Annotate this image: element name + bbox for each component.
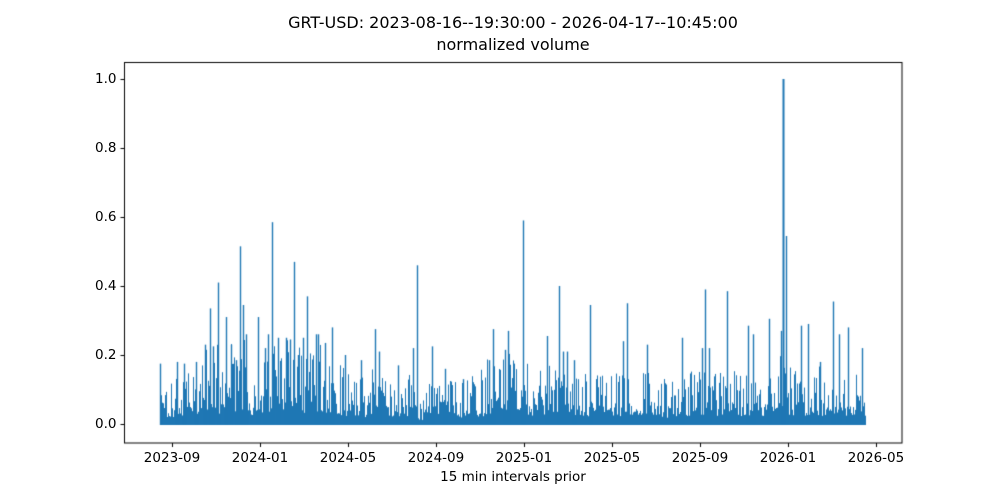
y-tick-label: 0.6 — [95, 209, 117, 225]
y-tick-label: 1.0 — [95, 71, 117, 87]
x-axis-label: 15 min intervals prior — [440, 469, 586, 485]
x-tick-label: 2026-01 — [759, 450, 817, 466]
x-tick-label: 2025-09 — [671, 450, 729, 466]
x-tick-label: 2025-05 — [583, 450, 641, 466]
y-tick-label: 0.8 — [95, 140, 117, 156]
chart-title: GRT-USD: 2023-08-16--19:30:00 - 2026-04-… — [288, 13, 738, 32]
x-tick-label: 2024-01 — [231, 450, 289, 466]
x-tick-label: 2025-01 — [495, 450, 553, 466]
y-tick-label: 0.0 — [95, 416, 117, 432]
chart-subtitle: normalized volume — [436, 35, 590, 54]
y-tick-label: 0.2 — [95, 347, 117, 363]
x-tick-label: 2024-09 — [407, 450, 465, 466]
x-tick-label: 2026-05 — [847, 450, 905, 466]
chart-title-block: GRT-USD: 2023-08-16--19:30:00 - 2026-04-… — [124, 12, 902, 56]
x-tick-label: 2024-05 — [319, 450, 377, 466]
x-tick-label: 2023-09 — [143, 450, 201, 466]
y-tick-label: 0.4 — [95, 278, 117, 294]
